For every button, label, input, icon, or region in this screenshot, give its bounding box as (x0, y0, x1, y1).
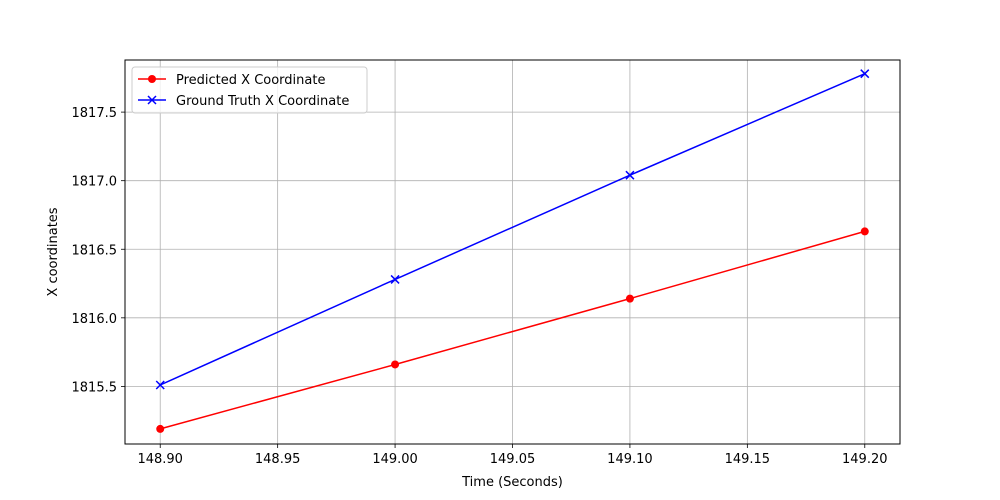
series-line-predicted (160, 230, 866, 430)
series-line-ground-truth (159, 73, 866, 386)
x-tick-label: 149.15 (725, 452, 771, 467)
series-layer (155, 69, 870, 433)
legend-ground-truth-label: Ground Truth X Coordinate (176, 94, 349, 109)
data-point-ground-truth (860, 69, 870, 79)
x-tick-label: 149.20 (842, 452, 888, 467)
y-tick-label: 1815.5 (72, 380, 118, 395)
legend: Predicted X Coordinate Ground Truth X Co… (131, 66, 368, 114)
y-tick-label: 1816.0 (72, 312, 118, 327)
x-tick-label: 149.00 (372, 452, 418, 467)
x-tick-label: 148.90 (137, 452, 183, 467)
grid (125, 60, 900, 444)
x-tick-label: 148.95 (255, 452, 301, 467)
y-axis-label: X coordinates (46, 207, 61, 296)
data-point-predicted (625, 294, 634, 303)
y-tick-label: 1816.5 (72, 243, 118, 258)
ticks: 148.90 148.95 149.00 149.05 149.10 149.15 149.… (72, 106, 888, 467)
data-point-ground-truth (155, 380, 165, 390)
data-point-predicted (391, 360, 400, 369)
x-tick-label: 149.05 (490, 452, 536, 467)
data-point-predicted (156, 424, 165, 433)
data-point-ground-truth (625, 170, 635, 180)
legend-box (131, 66, 368, 114)
y-tick-label: 1817.0 (72, 175, 118, 190)
legend-ground-truth-marker (147, 95, 157, 105)
data-point-predicted (860, 227, 869, 236)
y-tick-label: 1817.5 (72, 106, 118, 121)
legend-predicted-marker (148, 75, 156, 83)
legend-predicted-label: Predicted X Coordinate (176, 73, 325, 88)
data-point-ground-truth (390, 274, 400, 284)
x-tick-label: 149.10 (607, 452, 653, 467)
x-axis-label: Time (Seconds) (461, 475, 563, 490)
